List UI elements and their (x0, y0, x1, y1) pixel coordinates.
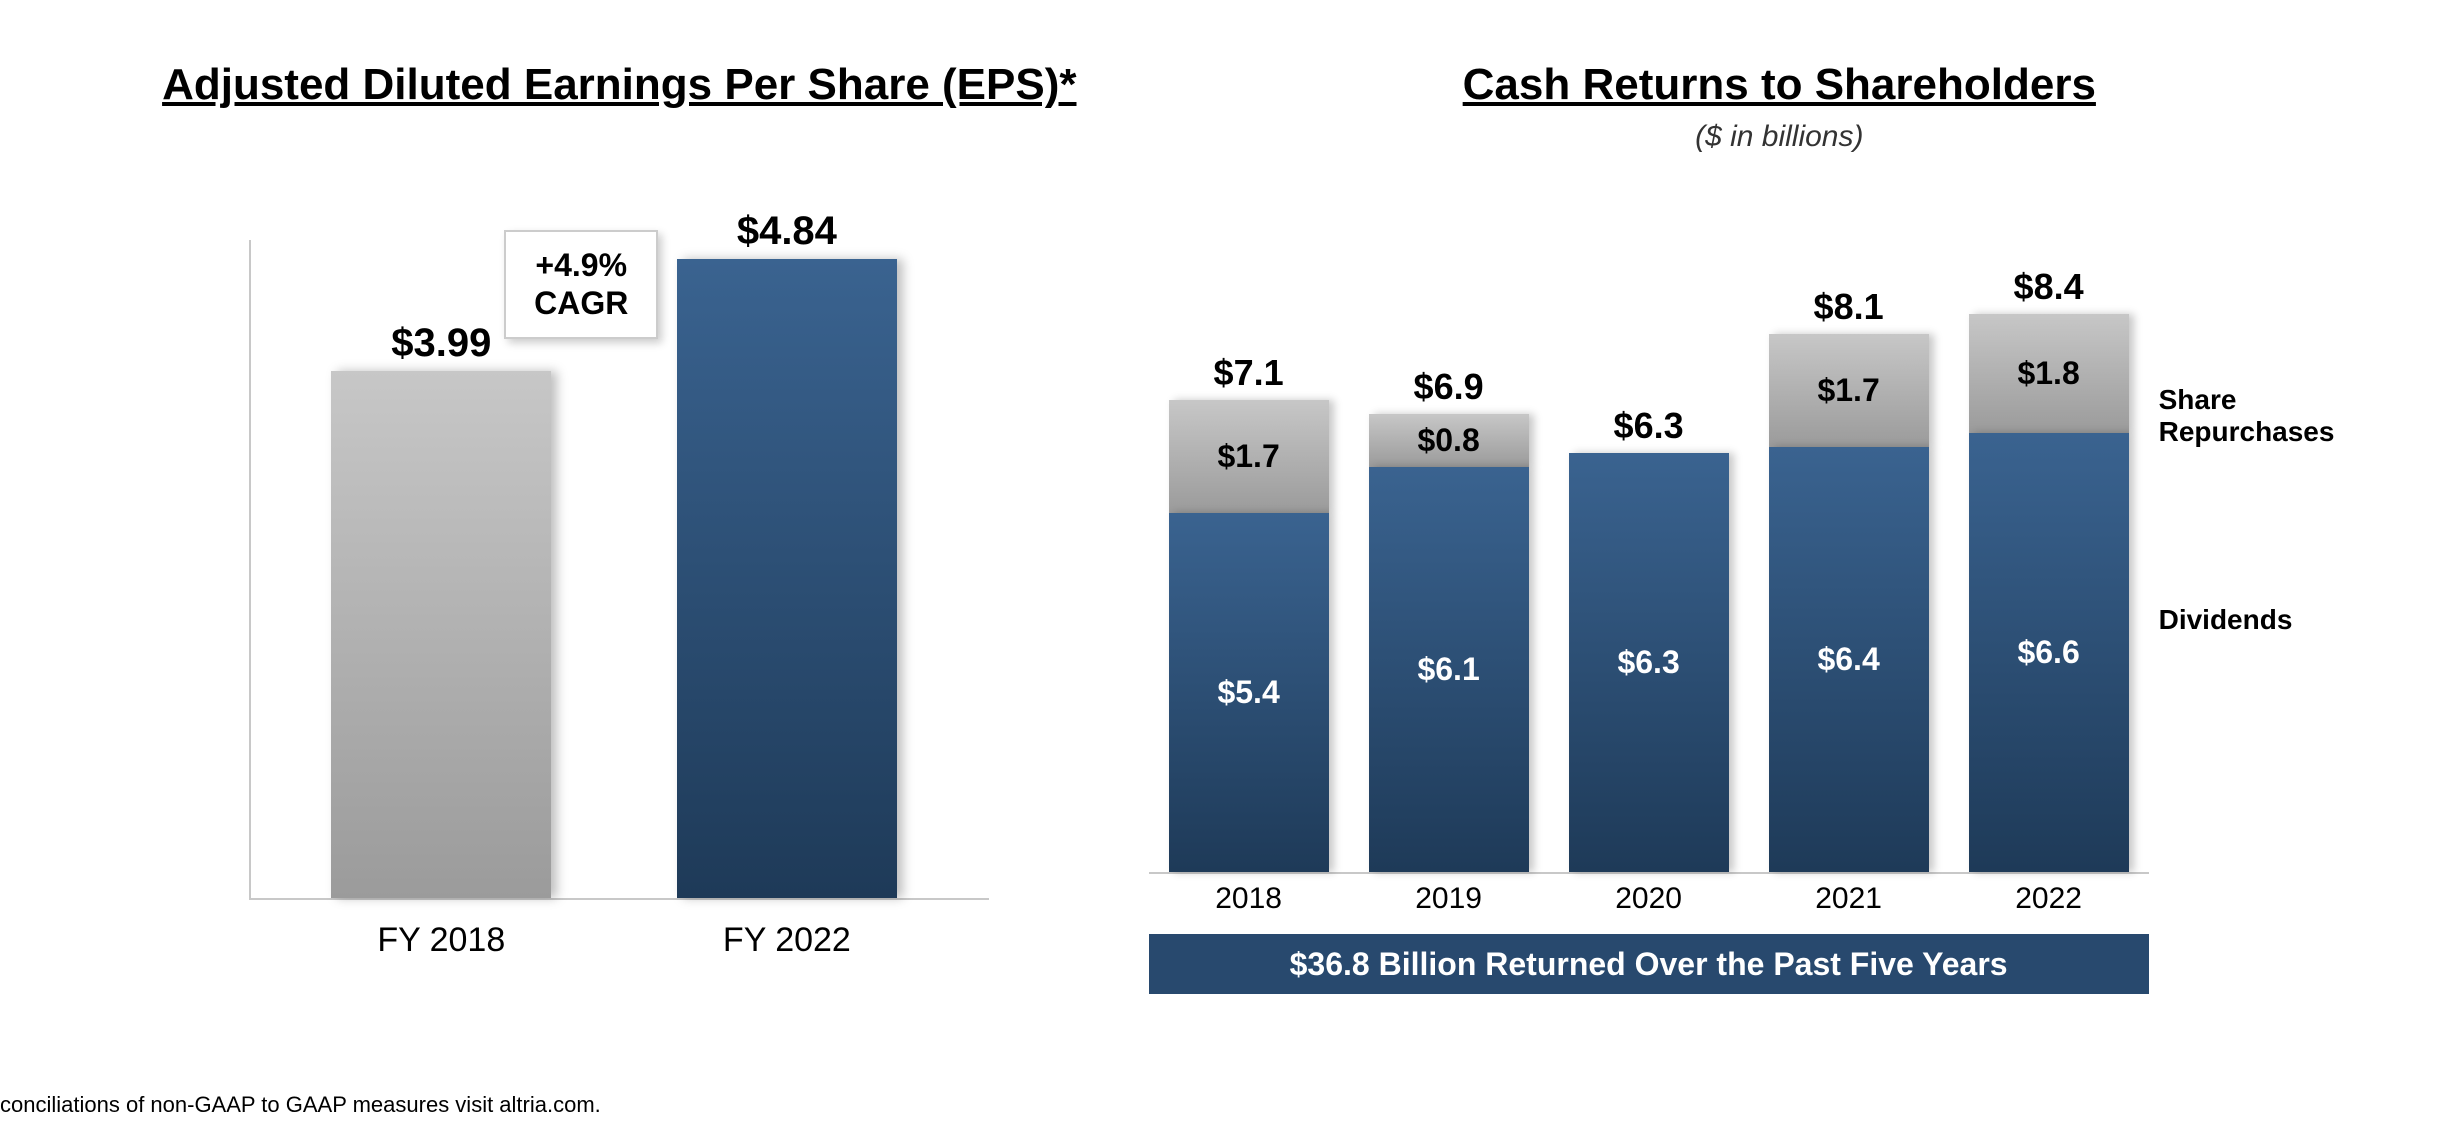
cash-x-label: 2018 (1169, 882, 1329, 922)
eps-x-axis (249, 898, 989, 900)
cash-total-label: $6.9 (1369, 366, 1529, 408)
dividends-segment: $5.4 (1169, 513, 1329, 872)
cash-bar: $6.1$0.8$6.9 (1369, 414, 1529, 872)
dividends-segment: $6.3 (1569, 453, 1729, 872)
cash-total-label: $7.1 (1169, 352, 1329, 394)
eps-y-axis (249, 240, 251, 900)
cash-x-label: 2019 (1369, 882, 1529, 922)
cash-panel: Cash Returns to Shareholders ($ in billi… (1109, 60, 2410, 1084)
cash-total-label: $8.1 (1769, 286, 1929, 328)
repurchases-segment: $1.7 (1769, 334, 1929, 447)
cash-total-label: $6.3 (1569, 405, 1729, 447)
eps-bar-value: $4.84 (677, 209, 897, 254)
cash-xlabels: 2018 2019 2020 2021 2022 (1149, 882, 2149, 922)
dividends-segment: $6.4 (1769, 447, 1929, 872)
cagr-label: CAGR (534, 284, 628, 322)
cash-x-axis (1149, 872, 2149, 874)
repurchases-segment: $1.8 (1969, 314, 2129, 434)
cash-bar: $6.3$6.3 (1569, 453, 1729, 872)
cash-x-label: 2022 (1969, 882, 2129, 922)
cash-total-label: $8.4 (1969, 266, 2129, 308)
cash-subtitle: ($ in billions) (1149, 120, 2410, 154)
eps-x-label: FY 2022 (677, 921, 897, 960)
eps-title: Adjusted Diluted Earnings Per Share (EPS… (130, 60, 1109, 110)
repurchases-segment: $0.8 (1369, 414, 1529, 467)
cash-bar: $5.4$1.7$7.1 (1169, 400, 1329, 872)
cash-chart: $5.4$1.7$7.1$6.1$0.8$6.9$6.3$6.3$6.4$1.7… (1149, 274, 2149, 994)
cash-bar: $6.6$1.8$8.4 (1969, 314, 2129, 872)
cash-bars: $5.4$1.7$7.1$6.1$0.8$6.9$6.3$6.3$6.4$1.7… (1149, 274, 2149, 872)
eps-x-label: FY 2018 (331, 921, 551, 960)
eps-bar: $3.99 (331, 371, 551, 898)
repurchases-segment: $1.7 (1169, 400, 1329, 513)
footnote: conciliations of non-GAAP to GAAP measur… (0, 1092, 601, 1118)
cagr-value: +4.9% (534, 246, 628, 284)
eps-bar-value: $3.99 (331, 321, 551, 366)
eps-panel: Adjusted Diluted Earnings Per Share (EPS… (0, 60, 1109, 1084)
cash-summary-banner: $36.8 Billion Returned Over the Past Fiv… (1149, 934, 2149, 994)
legend-dividends: Dividends (2159, 604, 2349, 636)
dividends-segment: $6.6 (1969, 433, 2129, 872)
eps-bar: $4.84 (677, 259, 897, 898)
cash-x-label: 2020 (1569, 882, 1729, 922)
cash-title: Cash Returns to Shareholders (1149, 60, 2410, 110)
cash-bar: $6.4$1.7$8.1 (1769, 334, 1929, 872)
eps-chart: +4.9% CAGR $3.99 $4.84 FY 2018 FY 2022 (259, 240, 979, 960)
legend-share-repurchases: ShareRepurchases (2159, 384, 2349, 448)
cash-x-label: 2021 (1769, 882, 1929, 922)
dividends-segment: $6.1 (1369, 467, 1529, 872)
